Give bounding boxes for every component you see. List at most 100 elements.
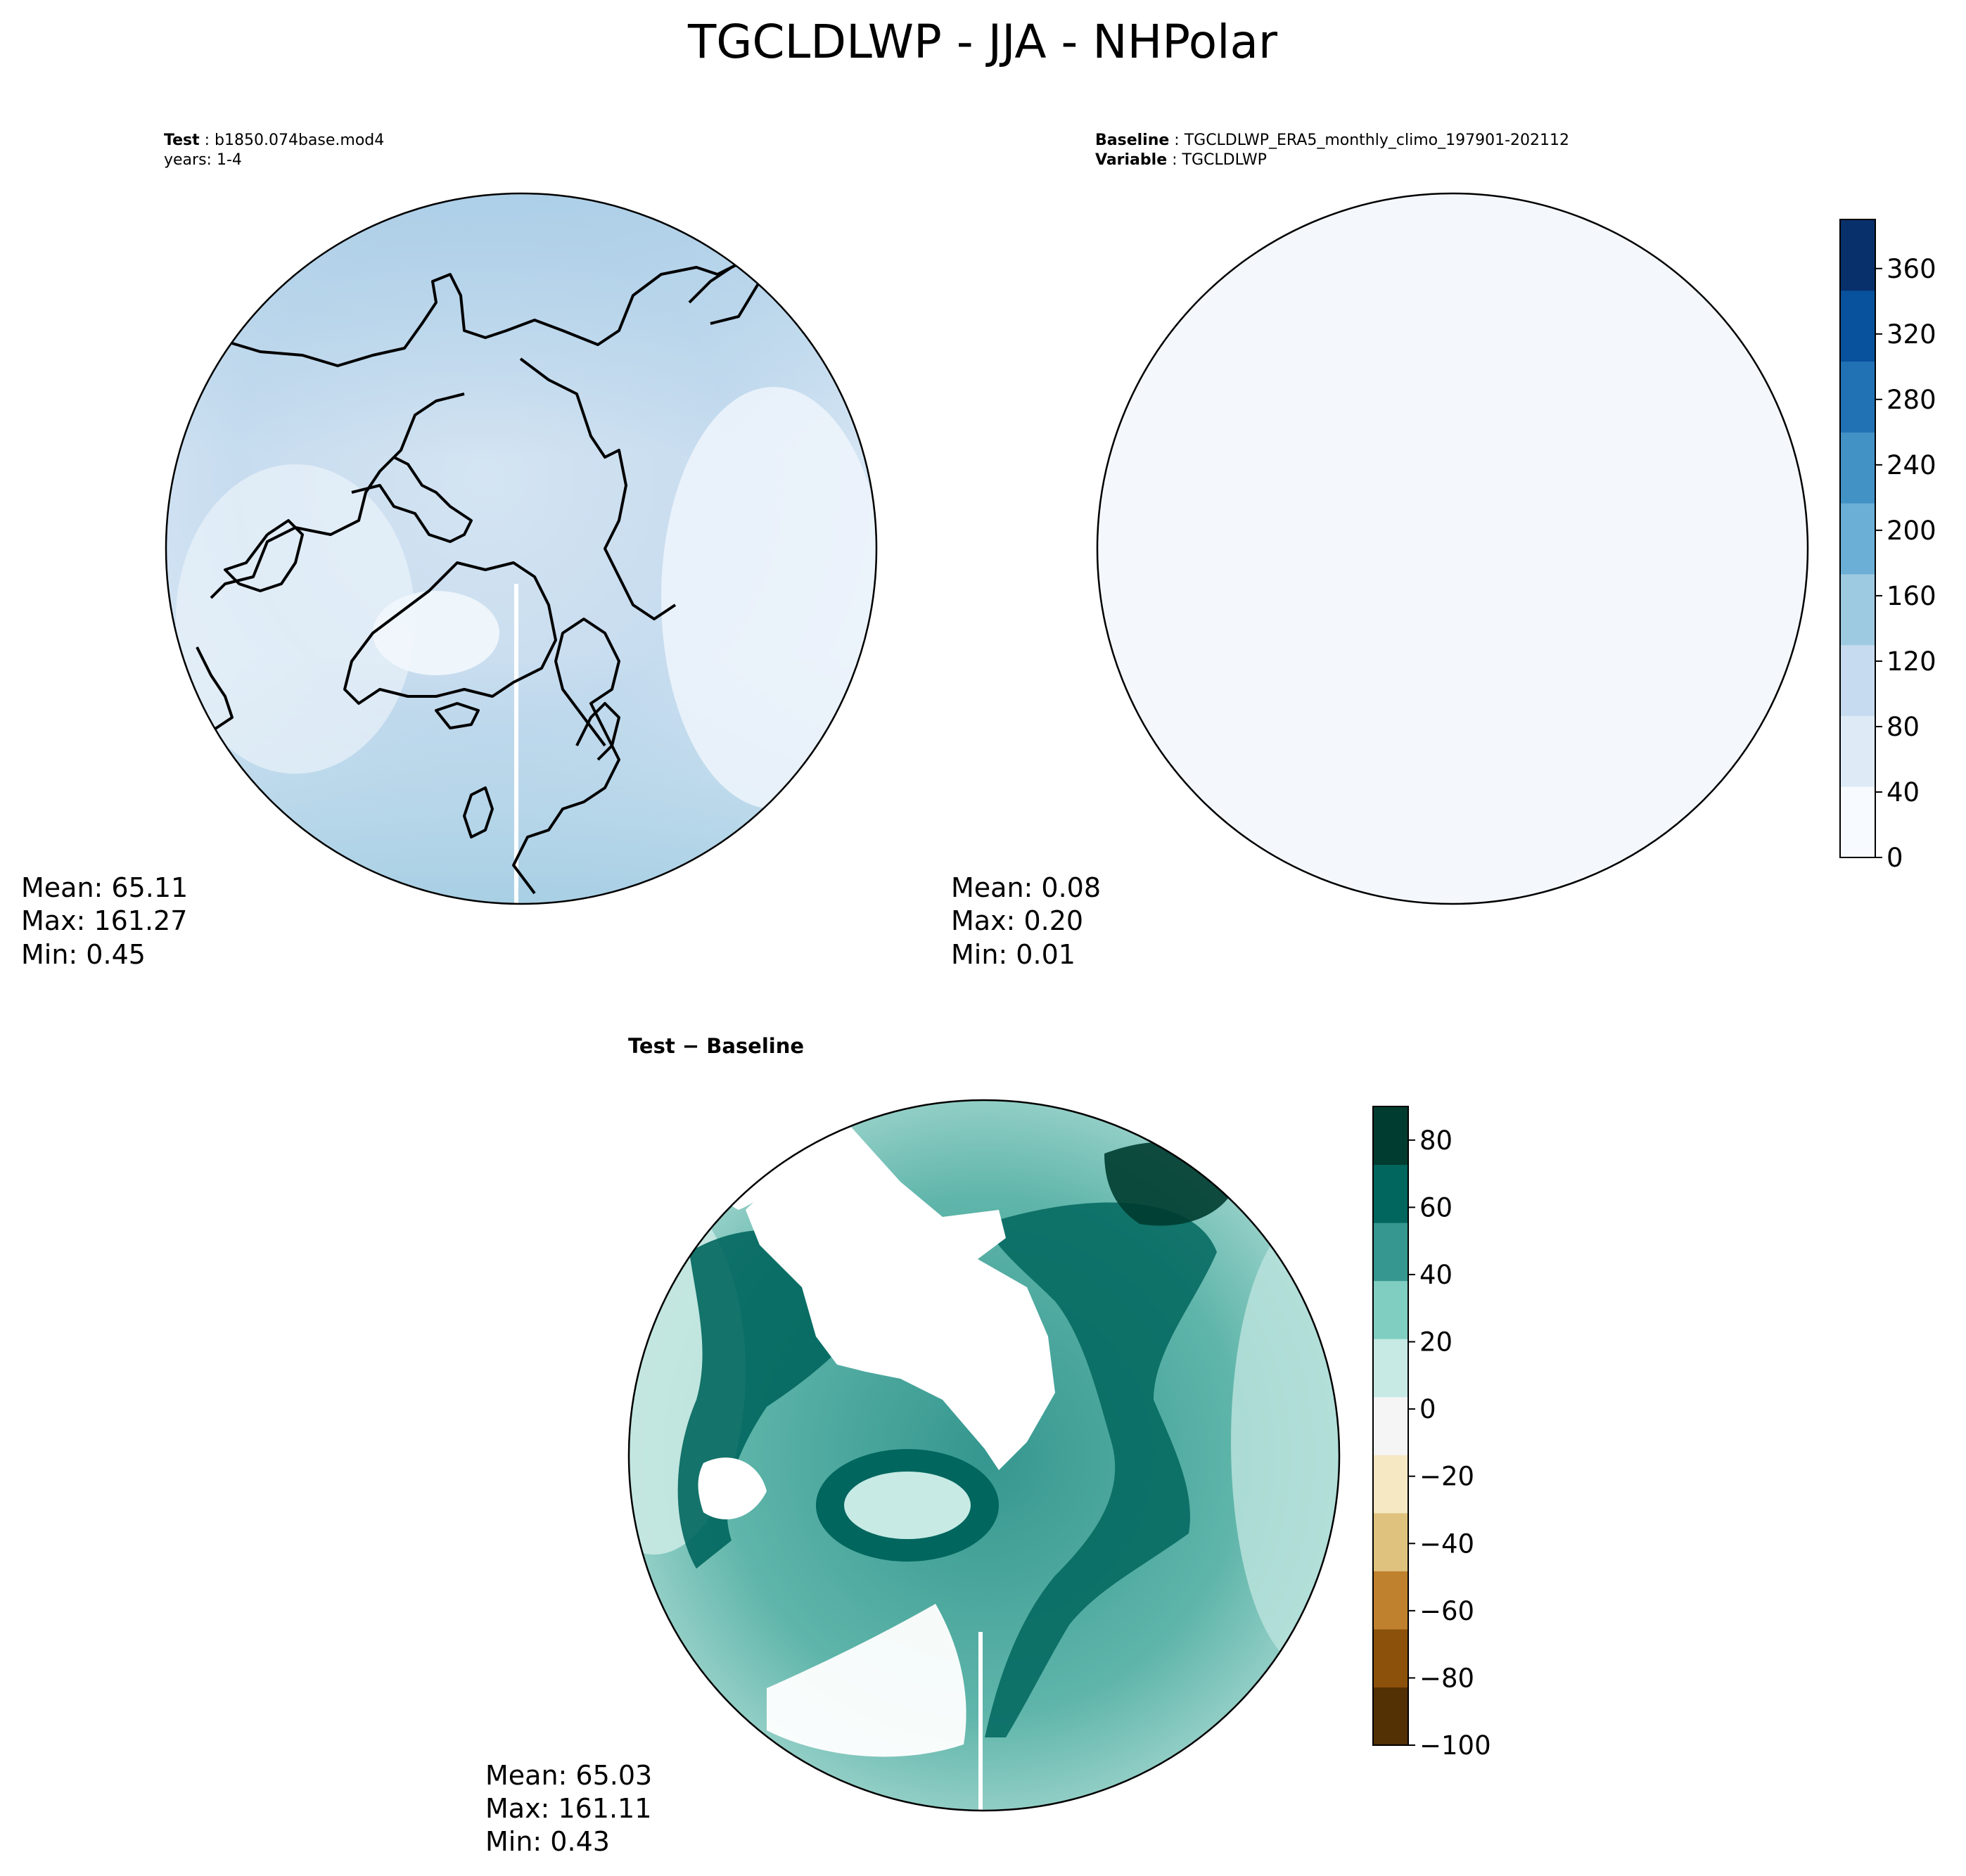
diff-map-seam <box>978 1632 983 1811</box>
test-map-seam <box>514 584 518 904</box>
diff-panel-header: Test − Baseline <box>628 1034 804 1058</box>
colorbar-bottom-color-step <box>1373 1455 1408 1514</box>
test-stat-max: Max: 161.27 <box>21 905 187 936</box>
baseline-stat-mean: Mean: 0.08 <box>951 872 1101 903</box>
colorbar-top-ticks: 0 40 80 120 160 200 240 280 320 360 <box>1875 254 1936 873</box>
colorbar-top-color-step <box>1840 573 1875 646</box>
colorbar-top-color-step <box>1840 219 1875 291</box>
baseline-variable-value: TGCLDLWP <box>1182 151 1267 169</box>
colorbar-top-color-step <box>1840 786 1875 858</box>
colorbar-bottom-tick-label: 20 <box>1419 1327 1453 1358</box>
test-stats: Mean: 65.11 Max: 161.27 Min: 0.45 <box>21 872 188 970</box>
test-panel-years: years: 1-4 <box>164 151 242 169</box>
baseline-variable-bold: Variable <box>1095 151 1167 169</box>
test-coast-hudson <box>224 519 304 592</box>
test-coastlines <box>196 252 789 895</box>
diff-map-europe-mask <box>767 1604 966 1757</box>
colorbar-top-tick-label: 120 <box>1887 646 1936 677</box>
colorbar-top-color-step <box>1840 290 1875 362</box>
colorbar-top-color-step <box>1840 432 1875 504</box>
figure-title: TGCLDLWP - JJA - NHPolar <box>687 15 1278 69</box>
baseline-stats: Mean: 0.08 Max: 0.20 Min: 0.01 <box>951 872 1101 970</box>
colorbar-top-color-step <box>1840 715 1875 787</box>
colorbar-bottom-tick-label: −80 <box>1419 1663 1474 1693</box>
baseline-map-boundary <box>1096 192 1809 905</box>
colorbar-bottom-tick-label: 0 <box>1419 1394 1436 1424</box>
colorbar-bottom-tick-label: −20 <box>1419 1462 1474 1492</box>
test-coast-scandinavia <box>575 702 620 761</box>
colorbar-top-tick-label: 160 <box>1887 581 1936 611</box>
baseline-map-field <box>1097 193 1808 904</box>
colorbar-bottom-color-step <box>1373 1687 1408 1746</box>
colorbar-bottom-color-step <box>1373 1571 1408 1630</box>
baseline-stat-max: Max: 0.20 <box>951 905 1083 936</box>
test-coast-na-east <box>196 646 234 733</box>
test-coast-greenland <box>343 561 557 705</box>
colorbar-top-frame <box>1839 219 1876 858</box>
diff-stats: Mean: 65.03 Max: 161.11 Min: 0.43 <box>485 1760 652 1857</box>
test-coast-canada-arctic <box>351 456 473 543</box>
colorbar-top-tick-label: 80 <box>1887 712 1920 742</box>
test-header-bold: Test <box>164 132 200 149</box>
test-header-colon: : <box>200 132 215 149</box>
colorbar-top-fill <box>1840 219 1875 858</box>
test-coast-europe <box>512 618 620 895</box>
test-stat-mean: Mean: 65.11 <box>21 872 188 903</box>
colorbar-bottom-color-step <box>1373 1106 1408 1166</box>
diff-stat-max: Max: 161.11 <box>485 1793 651 1824</box>
baseline-variable-colon: : <box>1167 151 1182 169</box>
test-map-pacific-high <box>661 387 876 809</box>
colorbar-top-color-step <box>1840 503 1875 575</box>
test-coast-eurasia-north <box>224 259 761 367</box>
colorbar-top-tick-label: 240 <box>1887 450 1936 480</box>
colorbar-top: 0 40 80 120 160 200 240 280 320 360 <box>1839 219 1936 873</box>
colorbar-top-color-step <box>1840 644 1875 716</box>
baseline-header-colon: : <box>1169 132 1184 149</box>
colorbar-bottom-tick-label: −40 <box>1419 1529 1474 1559</box>
test-coast-alaska <box>210 393 465 599</box>
colorbar-bottom-color-step <box>1373 1280 1408 1339</box>
test-panel-header: Test : b1850.074base.mod4 <box>164 132 384 149</box>
colorbar-bottom-fill <box>1373 1106 1408 1746</box>
baseline-panel-header: Baseline : TGCLDLWP_ERA5_monthly_climo_1… <box>1095 132 1569 149</box>
colorbar-top-tick-label: 320 <box>1887 319 1936 350</box>
colorbar-bottom-tick-label: 80 <box>1419 1125 1453 1156</box>
diff-map-boundary <box>627 1099 1341 1812</box>
colorbar-top-color-step <box>1840 361 1875 433</box>
colorbar-bottom-color-step <box>1373 1512 1408 1571</box>
colorbar-bottom-tick-label: 60 <box>1419 1192 1453 1223</box>
diff-map-greenland-inner <box>844 1472 971 1539</box>
baseline-stat-min: Min: 0.01 <box>951 939 1075 970</box>
diff-map-pacific-ridge <box>985 1202 1217 1737</box>
colorbar-bottom-tick-label: 40 <box>1419 1260 1453 1290</box>
test-coast-iceland <box>435 702 480 729</box>
test-coast-uk <box>463 786 494 838</box>
test-coast-asia-east <box>519 357 677 620</box>
colorbar-bottom-color-step <box>1373 1339 1408 1398</box>
diff-map-arctic-mask <box>746 1111 1055 1470</box>
colorbar-top-tick-label: 200 <box>1887 516 1936 546</box>
colorbar-top-tick-label: 40 <box>1887 777 1920 808</box>
colorbar-bottom-color-step <box>1373 1164 1408 1223</box>
diff-stat-mean: Mean: 65.03 <box>485 1760 652 1791</box>
baseline-header-bold: Baseline <box>1095 132 1169 149</box>
diff-map-canada-mask <box>698 1457 767 1519</box>
diff-map <box>629 1100 1339 1811</box>
baseline-panel-variable: Variable : TGCLDLWP <box>1095 151 1267 169</box>
baseline-map <box>1097 193 1808 904</box>
test-map-atlantic-low <box>176 464 415 774</box>
diff-stat-min: Min: 0.43 <box>485 1826 610 1857</box>
test-map-greenland-low <box>373 591 499 675</box>
test-header-value: b1850.074base.mod4 <box>215 132 384 149</box>
colorbar-top-tick-label: 360 <box>1887 254 1936 284</box>
colorbar-top-tick-label: 0 <box>1887 843 1903 873</box>
baseline-panel: Baseline : TGCLDLWP_ERA5_monthly_climo_1… <box>951 132 1809 970</box>
baseline-header-value: TGCLDLWP_ERA5_monthly_climo_197901-20211… <box>1184 132 1569 149</box>
colorbar-bottom-color-step <box>1373 1223 1408 1282</box>
diff-map-east-light <box>1231 1217 1339 1667</box>
colorbar-bottom-color-step <box>1373 1396 1408 1455</box>
test-stat-min: Min: 0.45 <box>21 939 146 970</box>
colorbar-bottom-tick-label: −100 <box>1419 1730 1491 1761</box>
test-panel: Test : b1850.074base.mod4 years: 1-4 <box>21 132 878 970</box>
colorbar-bottom-color-step <box>1373 1628 1408 1687</box>
